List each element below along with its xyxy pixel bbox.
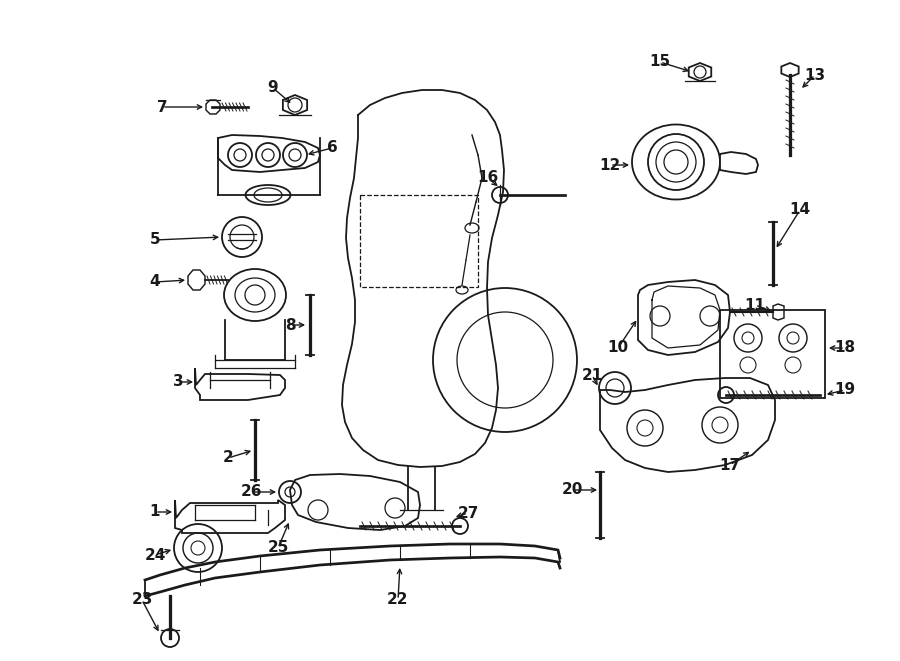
Text: 10: 10	[608, 340, 628, 356]
Text: 21: 21	[581, 368, 603, 383]
Text: 1: 1	[149, 504, 160, 520]
Polygon shape	[720, 152, 758, 174]
Text: 9: 9	[267, 81, 278, 95]
Text: 2: 2	[222, 451, 233, 465]
Text: 13: 13	[805, 67, 825, 83]
Polygon shape	[283, 95, 307, 115]
Text: 17: 17	[719, 457, 741, 473]
Polygon shape	[773, 304, 784, 320]
Text: 4: 4	[149, 274, 160, 290]
Text: 3: 3	[173, 375, 184, 389]
Polygon shape	[218, 135, 320, 172]
Text: 20: 20	[562, 483, 582, 498]
Text: 7: 7	[157, 100, 167, 114]
Polygon shape	[781, 63, 798, 77]
Text: 11: 11	[744, 297, 766, 313]
Polygon shape	[600, 378, 775, 472]
Text: 23: 23	[131, 592, 153, 607]
Text: 14: 14	[789, 202, 811, 217]
Polygon shape	[175, 500, 285, 533]
Text: 25: 25	[267, 541, 289, 555]
Polygon shape	[688, 63, 711, 81]
Text: 6: 6	[327, 141, 338, 155]
Text: 27: 27	[457, 506, 479, 520]
Text: 8: 8	[284, 317, 295, 332]
Text: 5: 5	[149, 233, 160, 247]
Polygon shape	[188, 270, 205, 290]
Text: 22: 22	[387, 592, 409, 607]
Bar	[360, 195, 478, 287]
Text: 16: 16	[477, 171, 499, 186]
Polygon shape	[290, 474, 420, 530]
Polygon shape	[638, 280, 730, 355]
Text: 18: 18	[834, 340, 856, 356]
Polygon shape	[195, 368, 285, 400]
Text: 15: 15	[650, 54, 670, 69]
Text: 26: 26	[241, 485, 263, 500]
Text: 12: 12	[599, 157, 621, 173]
Polygon shape	[206, 100, 220, 114]
Text: 19: 19	[834, 383, 856, 397]
Text: 24: 24	[144, 547, 166, 563]
Bar	[720, 310, 825, 398]
